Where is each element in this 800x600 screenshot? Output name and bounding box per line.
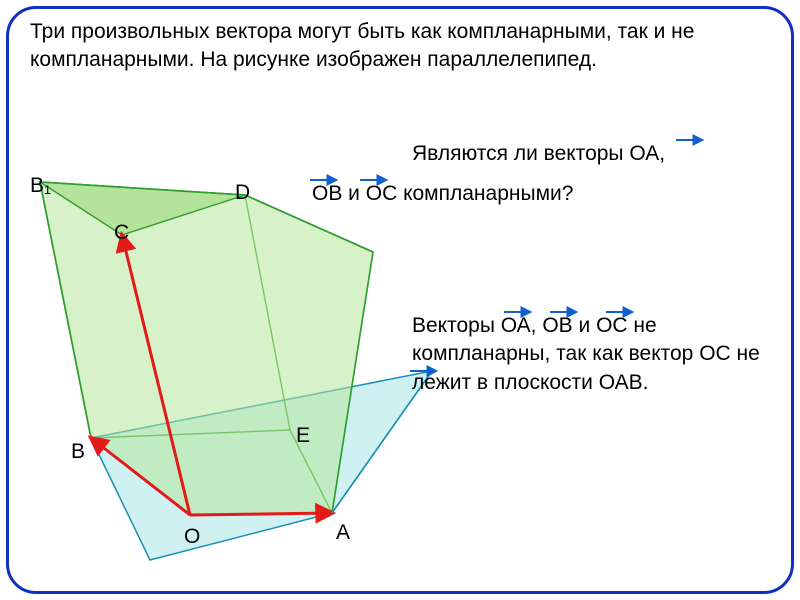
- label-B1: В₁: [30, 174, 51, 198]
- cube-front-face: [40, 182, 373, 515]
- label-E: Е: [296, 424, 310, 448]
- label-A: А: [336, 521, 350, 545]
- label-O: О: [184, 525, 200, 549]
- label-B: В: [71, 440, 85, 464]
- question-line-1: Являются ли векторы ОА,: [412, 140, 665, 168]
- geometry-diagram: [0, 0, 800, 600]
- label-C: С: [114, 221, 129, 245]
- question-line-2: ОВ и ОС компланарными?: [312, 180, 573, 208]
- intro-text: Три произвольных вектора могут быть как …: [30, 18, 770, 75]
- answer-text: Векторы ОА, ОВ и ОС не компланарны, так …: [412, 312, 772, 397]
- label-D: D: [235, 181, 250, 205]
- vector-OA: [190, 513, 332, 515]
